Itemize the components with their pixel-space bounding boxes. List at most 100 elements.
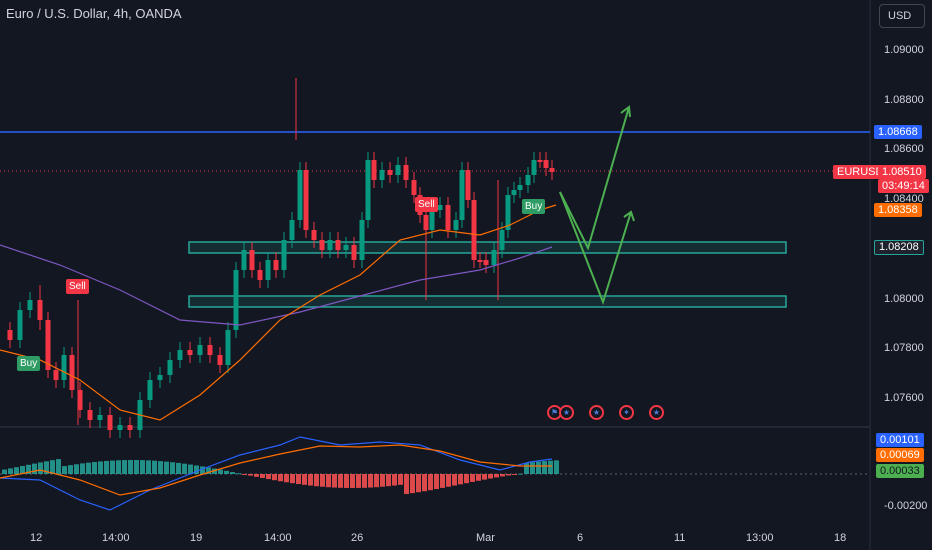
histogram-bar bbox=[32, 463, 37, 474]
candle-body bbox=[483, 260, 489, 265]
buy-signal-label[interactable]: Buy bbox=[17, 356, 41, 371]
histogram-bar bbox=[314, 474, 319, 487]
histogram-bar bbox=[38, 462, 43, 474]
histogram-bar bbox=[500, 474, 505, 477]
time-tick: 18 bbox=[834, 532, 847, 544]
time-tick: 12 bbox=[30, 532, 43, 544]
candle-body bbox=[511, 190, 517, 195]
histogram-bar bbox=[308, 474, 313, 486]
candle-body bbox=[45, 320, 51, 370]
candle-body bbox=[517, 185, 523, 190]
candle-body bbox=[157, 375, 163, 380]
buy-signal-label[interactable]: Buy bbox=[522, 199, 546, 214]
candle-body bbox=[543, 160, 549, 168]
histogram-bar bbox=[98, 461, 103, 474]
histogram-bar bbox=[8, 468, 13, 474]
symbol-badge: EURUSD bbox=[833, 165, 888, 179]
eu-flag-icon[interactable]: ✦ bbox=[619, 405, 634, 420]
histogram-bar bbox=[398, 474, 403, 485]
candle-body bbox=[303, 170, 309, 230]
histogram-bar bbox=[554, 460, 559, 474]
histogram-bar bbox=[374, 474, 379, 488]
ema-slow-line bbox=[0, 244, 553, 326]
histogram-bar bbox=[290, 474, 295, 484]
histogram-bar bbox=[80, 463, 85, 474]
candle-body bbox=[69, 355, 75, 390]
histogram-bar bbox=[518, 473, 523, 475]
histogram-bar bbox=[326, 474, 331, 488]
sell-signal-label[interactable]: Sell bbox=[415, 197, 438, 212]
candle-body bbox=[241, 250, 247, 270]
candle-body bbox=[297, 170, 303, 220]
histogram-bar bbox=[482, 474, 487, 480]
time-tick: 14:00 bbox=[264, 532, 292, 544]
histogram-bar bbox=[152, 460, 157, 474]
countdown-badge: 03:49:14 bbox=[878, 179, 929, 193]
candle-body bbox=[471, 200, 477, 260]
histogram-bar bbox=[140, 460, 145, 474]
histogram-bar bbox=[50, 460, 55, 474]
histogram-bar bbox=[278, 474, 283, 482]
us-flag-icon[interactable]: ★ bbox=[649, 405, 664, 420]
histogram-bar bbox=[284, 474, 289, 483]
candle-body bbox=[379, 170, 385, 180]
histogram-bar bbox=[176, 462, 181, 474]
candle-body bbox=[351, 245, 357, 260]
time-tick: 26 bbox=[351, 532, 364, 544]
histogram-bar bbox=[104, 460, 109, 474]
histogram-bar bbox=[470, 474, 475, 482]
histogram-bar bbox=[116, 460, 121, 474]
histogram-bar bbox=[170, 462, 175, 474]
candle-body bbox=[371, 160, 377, 180]
histogram-bar bbox=[368, 474, 373, 488]
histogram-bar bbox=[392, 474, 397, 486]
candle-body bbox=[17, 310, 23, 340]
candle-body bbox=[465, 170, 471, 200]
sell-signal-label[interactable]: Sell bbox=[66, 279, 89, 294]
us-flag-icon[interactable]: ★ bbox=[589, 405, 604, 420]
us-flag-icon[interactable]: ★ bbox=[559, 405, 574, 420]
candle-body bbox=[531, 160, 537, 175]
histogram-bar bbox=[26, 464, 31, 474]
candle-body bbox=[537, 160, 543, 162]
histogram-bar bbox=[254, 474, 259, 477]
histogram-bar bbox=[14, 467, 19, 474]
candle-body bbox=[459, 170, 465, 220]
candle-body bbox=[27, 300, 33, 310]
chart-title: Euro / U.S. Dollar, 4h, OANDA bbox=[6, 6, 182, 21]
candle-body bbox=[365, 160, 371, 220]
candle-body bbox=[207, 345, 213, 355]
candle-body bbox=[257, 270, 263, 280]
histogram-bar bbox=[476, 474, 481, 481]
candle-body bbox=[499, 230, 505, 250]
resistance-price-badge: 1.08668 bbox=[874, 125, 922, 139]
candle-body bbox=[319, 240, 325, 250]
candle-body bbox=[343, 245, 349, 250]
histogram-bar bbox=[230, 472, 235, 474]
arrowhead-lower bbox=[623, 210, 635, 222]
histogram-bar bbox=[266, 474, 271, 480]
candle-body bbox=[395, 165, 401, 175]
candle-body bbox=[97, 415, 103, 420]
histogram-bar bbox=[68, 465, 73, 474]
support-zone-lower bbox=[188, 295, 787, 308]
histogram-bar bbox=[428, 474, 433, 491]
histogram-bar bbox=[320, 474, 325, 487]
time-tick: 11 bbox=[674, 532, 686, 544]
histogram-bar bbox=[158, 461, 163, 474]
histogram-bar bbox=[44, 461, 49, 474]
currency-button[interactable]: USD bbox=[879, 4, 925, 28]
candle-body bbox=[477, 260, 483, 262]
histogram-bar bbox=[146, 460, 151, 474]
histogram-bar bbox=[440, 474, 445, 488]
histogram-bar bbox=[464, 474, 469, 484]
price-tick: 1.08000 bbox=[884, 293, 924, 305]
histogram-bar bbox=[134, 460, 139, 474]
price-tick: 1.08600 bbox=[884, 143, 924, 155]
candle-body bbox=[429, 210, 435, 230]
histogram-bar bbox=[524, 462, 529, 474]
candle-body bbox=[225, 330, 231, 365]
histogram-bar bbox=[212, 468, 217, 474]
candle-body bbox=[273, 260, 279, 270]
